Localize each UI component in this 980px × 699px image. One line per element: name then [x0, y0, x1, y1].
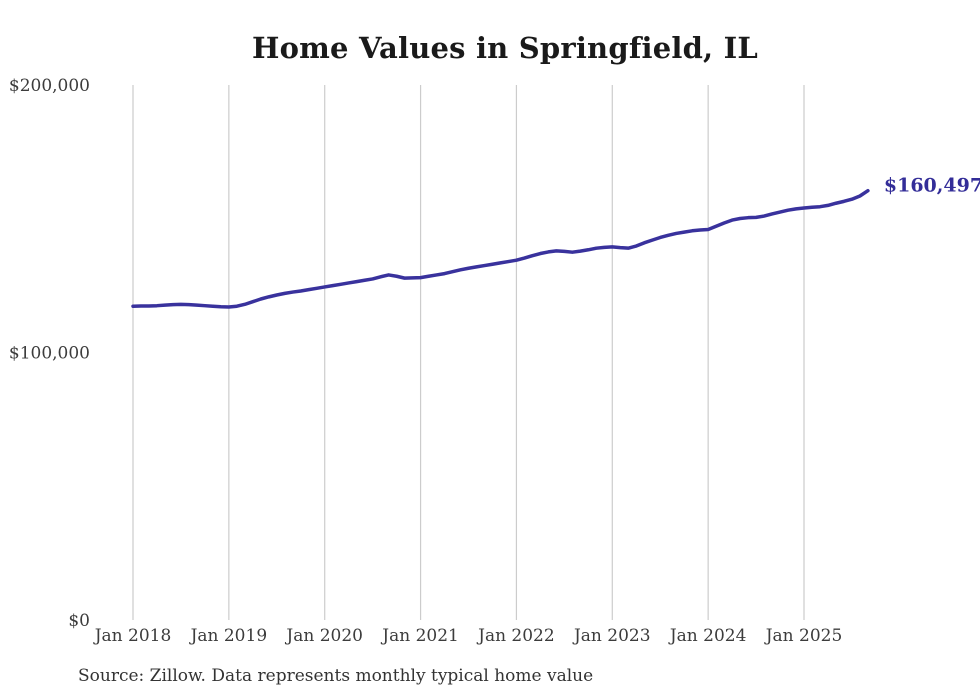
- x-tick-label: Jan 2018: [93, 626, 172, 646]
- x-tick-label: Jan 2022: [476, 626, 555, 646]
- end-value-label: $160,497: [884, 175, 980, 197]
- x-tick-label: Jan 2025: [764, 626, 843, 646]
- home-value-line: [131, 188, 870, 309]
- x-tick-label: Jan 2020: [284, 626, 363, 646]
- x-tick-label: Jan 2024: [668, 626, 747, 646]
- chart-title: Home Values in Springfield, IL: [251, 31, 759, 65]
- y-tick-label: $0: [68, 611, 90, 631]
- source-note: Source: Zillow. Data represents monthly …: [78, 666, 594, 686]
- y-tick-label: $100,000: [9, 344, 90, 364]
- x-tick-label: Jan 2019: [189, 626, 268, 646]
- x-tick-label: Jan 2023: [572, 626, 651, 646]
- x-tick-label: Jan 2021: [380, 626, 459, 646]
- y-tick-label: $200,000: [9, 76, 90, 96]
